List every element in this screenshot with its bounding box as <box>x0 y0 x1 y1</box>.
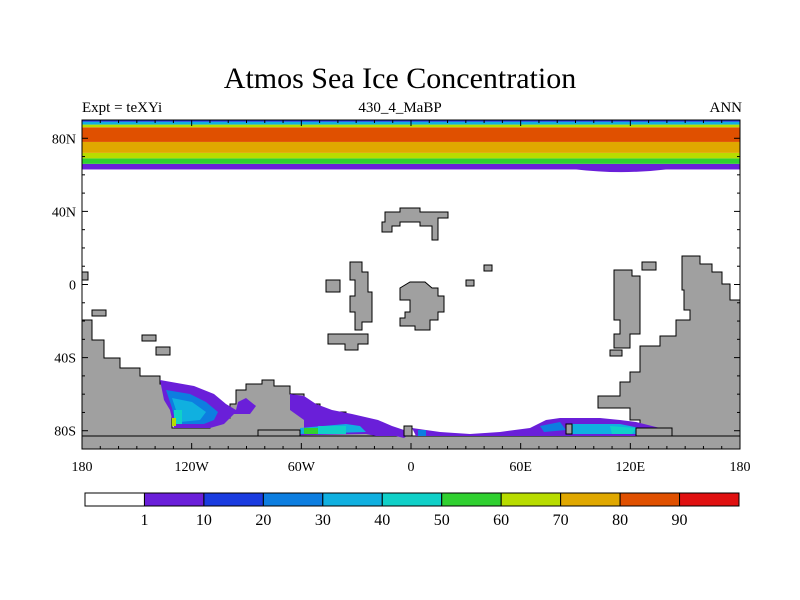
y-tick-label: 0 <box>69 279 76 294</box>
land-small-sw3 <box>155 346 171 356</box>
land-east-large <box>597 255 740 449</box>
colorbar-label: 60 <box>493 512 509 529</box>
colorbar-box <box>381 492 443 507</box>
northern-sea-ice <box>82 120 740 173</box>
colorbar-label: 90 <box>672 512 688 529</box>
land-small-west2 <box>82 271 89 281</box>
colorbar-box <box>322 492 383 507</box>
ice-edge <box>82 167 740 173</box>
ice-band <box>82 152 740 159</box>
season-label: ANN <box>709 100 743 116</box>
chart-title: Atmos Sea Ice Concentration <box>223 62 577 95</box>
southern-sea-ice <box>160 380 670 438</box>
x-tick-label: 180 <box>730 460 751 475</box>
colorbar-label: 80 <box>612 512 628 529</box>
x-tick-label: 120W <box>175 460 210 475</box>
plot-content <box>82 120 740 449</box>
ice-weddell <box>258 394 412 438</box>
x-axis: 180 120W 60W 0 60E 120E 180 <box>72 120 751 475</box>
colorbar-box <box>262 492 324 507</box>
colorbar-label: 30 <box>315 512 331 529</box>
colorbar-label: 50 <box>434 512 450 529</box>
y-tick-label: 80N <box>52 132 76 147</box>
colorbar-label: 70 <box>553 512 569 529</box>
colorbar-box <box>560 492 621 507</box>
ice-band <box>82 158 740 164</box>
colorbar-box <box>84 492 145 507</box>
land-north-africa <box>381 207 449 241</box>
colorbar: 1 10 20 30 40 50 60 70 80 90 <box>84 492 740 529</box>
subtitle: 430_4_MaBP <box>358 100 442 116</box>
y-tick-label: 80S <box>54 425 76 440</box>
land-small-west <box>325 279 341 293</box>
colorbar-label: 10 <box>196 512 212 529</box>
land-east-island <box>613 269 641 349</box>
colorbar-box <box>619 492 681 507</box>
experiment-label: Expt = teXYi <box>82 100 163 116</box>
ice-band <box>82 163 740 170</box>
colorbar-box <box>441 492 502 507</box>
colorbar-box <box>203 492 264 507</box>
x-tick-label: 60W <box>288 460 316 475</box>
land-small-east4 <box>609 349 623 357</box>
ice-band <box>82 141 740 153</box>
ice-band <box>82 127 740 142</box>
land-small-east1 <box>465 279 475 287</box>
colorbar-label: 40 <box>374 512 390 529</box>
x-tick-label: 180 <box>72 460 93 475</box>
colorbar-label: 20 <box>255 512 271 529</box>
land-small-east2 <box>483 264 493 272</box>
land-south-africa <box>399 281 445 331</box>
land-mid-south <box>327 333 369 351</box>
land-small-sw2 <box>141 334 157 342</box>
antarctic-coast-land <box>257 423 673 437</box>
land-small-east3 <box>641 261 657 271</box>
y-tick-label: 40N <box>52 205 76 220</box>
y-axis: 80N 40N 0 40S 80S <box>52 132 740 440</box>
colorbar-box <box>143 492 205 507</box>
x-tick-label: 120E <box>616 460 646 475</box>
x-tick-label: 0 <box>408 460 415 475</box>
y-tick-label: 40S <box>54 352 76 367</box>
x-tick-label: 60E <box>509 460 532 475</box>
colorbar-box <box>679 492 740 507</box>
land-small-sw <box>91 309 107 317</box>
colorbar-box <box>500 492 562 507</box>
land-west-central-a <box>349 261 373 331</box>
colorbar-label: 1 <box>140 512 148 529</box>
